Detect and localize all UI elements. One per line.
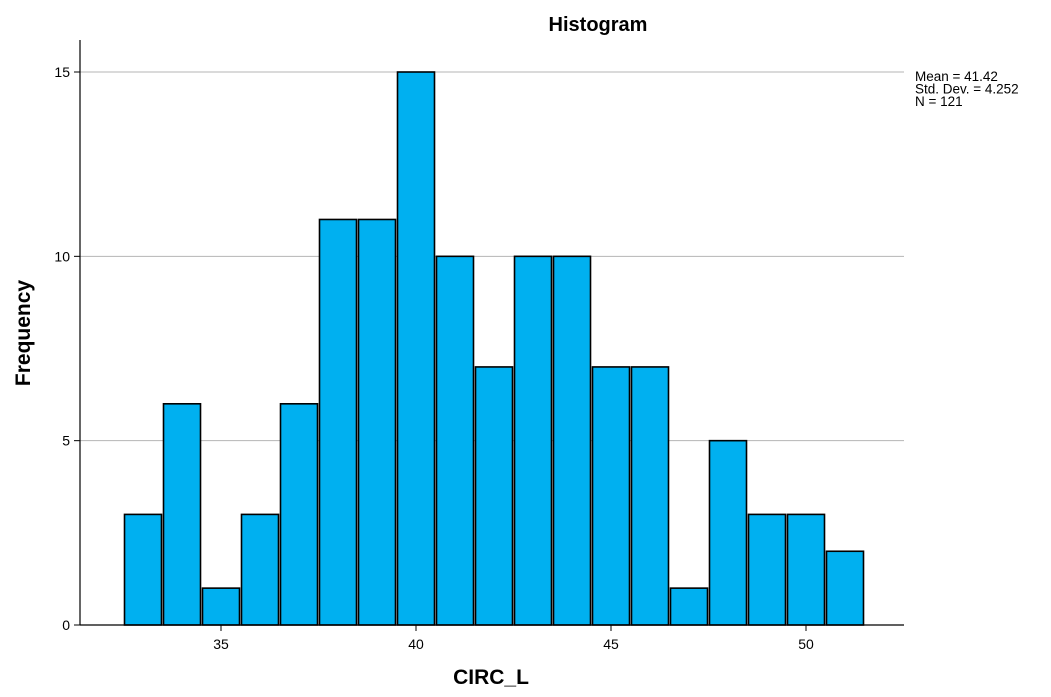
x-tick-label-50: 50 [798,636,814,652]
histogram-bar-18 [786,513,826,626]
histogram-bar-16 [708,439,748,626]
histogram-bar-15 [669,587,709,626]
axes [74,40,904,631]
stats-line-3: N = 121 [915,94,963,109]
histogram-bar-2 [162,402,202,626]
histogram-bar-17 [747,513,787,626]
histogram-bar-5 [279,402,319,626]
histogram-bar-1 [123,513,163,626]
histogram-bar-19 [825,550,865,626]
histogram-bar-9 [435,255,475,626]
chart-title: Histogram [549,14,648,36]
y-tick-label-0: 0 [62,617,70,633]
x-tick-label-45: 45 [603,636,619,652]
histogram-bar-7 [357,218,397,626]
x-tick-label-35: 35 [213,636,229,652]
histogram-bar-11 [513,255,553,626]
stats-line-2: Std. Dev. = 4.252 [915,82,1019,97]
y-tick-labels: 0 5 10 15 [54,64,70,633]
stats-line-1: Mean = 41.42 [915,69,998,84]
histogram-bar-13 [591,366,631,626]
x-axis-label: CIRC_L [453,666,529,689]
y-tick-label-5: 5 [62,433,70,449]
histogram-bar-3 [201,587,241,626]
histogram-bar-12 [552,255,592,626]
y-axis-label: Frequency [12,280,35,387]
histogram-bar-8 [396,71,436,626]
histogram-bar-4 [240,513,280,626]
y-tick-label-10: 10 [54,248,70,264]
histogram-bars [123,71,865,626]
x-tick-label-40: 40 [408,636,424,652]
y-tick-label-15: 15 [54,64,70,80]
histogram-bar-14 [630,366,670,626]
histogram-bar-6 [318,218,358,626]
histogram-bar-10 [474,366,514,626]
x-tick-labels: 35 40 45 50 [213,636,814,652]
